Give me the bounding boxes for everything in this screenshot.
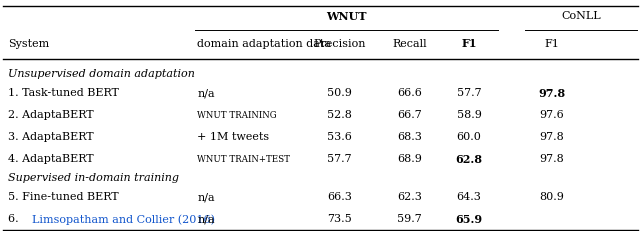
Text: 97.8: 97.8 (538, 88, 565, 99)
Text: Precision: Precision (313, 39, 365, 49)
Text: 68.9: 68.9 (397, 154, 422, 164)
Text: 62.3: 62.3 (397, 192, 422, 202)
Text: n/a: n/a (197, 214, 215, 224)
Text: CoNLL: CoNLL (561, 11, 600, 21)
Text: 66.3: 66.3 (327, 192, 351, 202)
Text: 57.7: 57.7 (327, 154, 351, 164)
Text: 50.9: 50.9 (327, 88, 351, 98)
Text: 65.9: 65.9 (456, 214, 483, 225)
Text: 6.: 6. (8, 214, 22, 224)
Text: 3. AdaptaBERT: 3. AdaptaBERT (8, 132, 93, 142)
Text: WNUT: WNUT (326, 11, 367, 22)
Text: 58.9: 58.9 (457, 110, 481, 121)
Text: 80.9: 80.9 (540, 192, 564, 202)
Text: n/a: n/a (197, 192, 215, 202)
Text: Recall: Recall (392, 39, 427, 49)
Text: F1: F1 (544, 39, 559, 49)
Text: 62.8: 62.8 (456, 154, 483, 165)
Text: Supervised in-domain training: Supervised in-domain training (8, 173, 179, 183)
Text: F1: F1 (461, 38, 477, 49)
Text: 68.3: 68.3 (397, 132, 422, 142)
Text: 64.3: 64.3 (457, 192, 481, 202)
Text: Limsopatham and Collier (2016): Limsopatham and Collier (2016) (32, 214, 215, 225)
Text: 97.8: 97.8 (540, 154, 564, 164)
Text: 66.6: 66.6 (397, 88, 422, 98)
Text: 52.8: 52.8 (327, 110, 351, 121)
Text: WNUT TRAINING: WNUT TRAINING (197, 111, 276, 120)
Text: 57.7: 57.7 (457, 88, 481, 98)
Text: WNUT TRAIN+TEST: WNUT TRAIN+TEST (197, 155, 290, 164)
Text: 1. Task-tuned BERT: 1. Task-tuned BERT (8, 88, 118, 98)
Text: domain adaptation data: domain adaptation data (197, 39, 331, 49)
Text: 4. AdaptaBERT: 4. AdaptaBERT (8, 154, 93, 164)
Text: 66.7: 66.7 (397, 110, 422, 121)
Text: 5. Fine-tuned BERT: 5. Fine-tuned BERT (8, 192, 118, 202)
Text: System: System (8, 39, 49, 49)
Text: 97.6: 97.6 (540, 110, 564, 121)
Text: 97.8: 97.8 (540, 132, 564, 142)
Text: Unsupervised domain adaptation: Unsupervised domain adaptation (8, 69, 195, 79)
Text: + 1M tweets: + 1M tweets (197, 132, 269, 142)
Text: 59.7: 59.7 (397, 214, 422, 224)
Text: 53.6: 53.6 (327, 132, 351, 142)
Text: 2. AdaptaBERT: 2. AdaptaBERT (8, 110, 93, 121)
Text: 73.5: 73.5 (327, 214, 351, 224)
Text: 60.0: 60.0 (457, 132, 481, 142)
Text: n/a: n/a (197, 88, 215, 98)
